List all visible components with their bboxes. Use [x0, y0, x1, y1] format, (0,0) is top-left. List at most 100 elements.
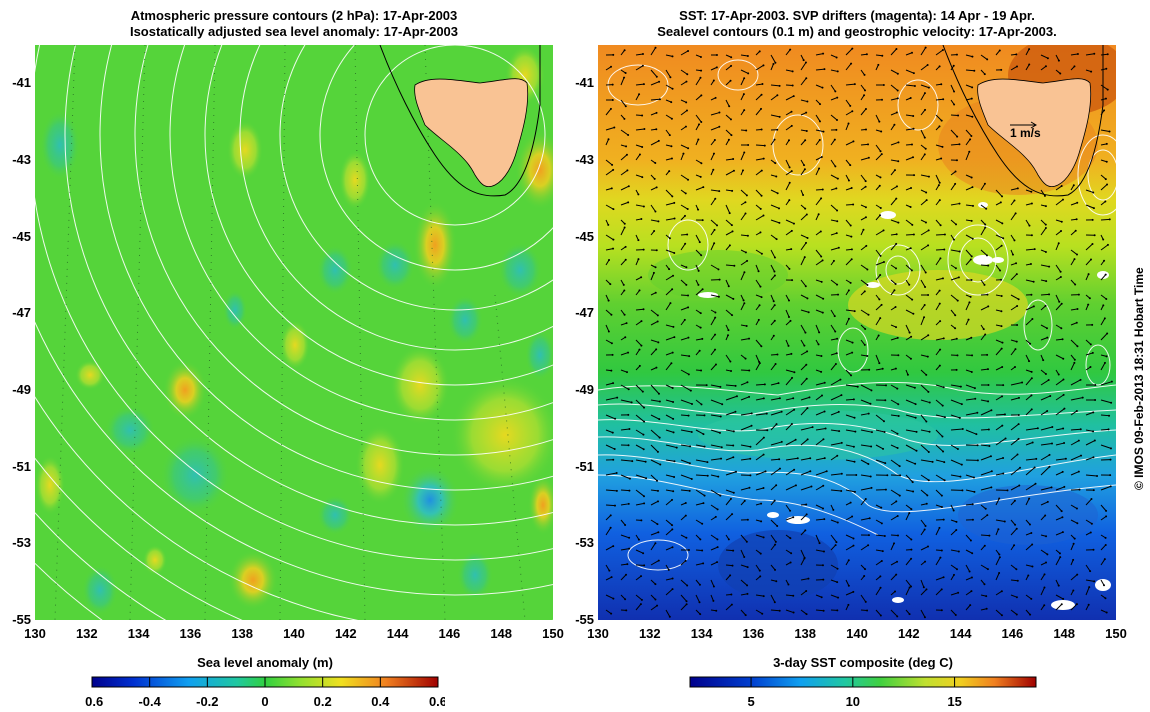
velocity-arrow-head — [955, 171, 957, 173]
velocity-arrow-head — [897, 447, 899, 449]
left_panel-colorbar-tick-label: 0.2 — [314, 694, 332, 709]
velocity-arrow-head — [803, 558, 805, 560]
velocity-arrow-head — [1029, 343, 1031, 345]
velocity-arrow — [756, 145, 765, 146]
velocity-arrow-head — [1106, 332, 1108, 334]
velocity-arrow-head — [955, 529, 957, 531]
velocity-arrow-head — [610, 613, 612, 615]
velocity-arrow-head — [1061, 185, 1063, 187]
velocity-arrow-head — [1015, 568, 1017, 570]
sst-map[interactable]: 1 m/s — [598, 45, 1116, 620]
velocity-arrow-head — [1103, 109, 1105, 111]
velocity-arrow-head — [822, 259, 824, 261]
velocity-arrow-head — [864, 344, 866, 346]
velocity-arrow-head — [743, 152, 745, 154]
velocity-arrow-head — [1105, 178, 1107, 180]
velocity-arrow-head — [884, 431, 886, 433]
velocity-arrow-head — [868, 369, 870, 371]
velocity-arrow-head — [669, 237, 671, 239]
velocity-arrow-head — [1063, 486, 1065, 488]
velocity-arrow-head — [897, 160, 899, 162]
velocity-arrow-head — [1048, 266, 1050, 268]
velocity-arrow-head — [642, 53, 644, 55]
velocity-arrow-head — [1063, 442, 1065, 444]
velocity-arrow-head — [823, 610, 825, 612]
velocity-arrow-head — [691, 431, 693, 433]
velocity-arrow-head — [1017, 580, 1019, 582]
velocity-arrow-head — [788, 139, 790, 141]
velocity-arrow-head — [1108, 428, 1110, 430]
velocity-arrow-head — [612, 545, 614, 547]
velocity-arrow-head — [864, 328, 866, 330]
velocity-arrow-head — [941, 609, 943, 611]
velocity-arrow-head — [1028, 225, 1030, 227]
velocity-arrow-head — [1030, 294, 1032, 296]
velocity-arrow-head — [685, 502, 687, 504]
velocity-arrow-head — [1076, 202, 1078, 204]
velocity-arrow-head — [775, 363, 777, 365]
velocity-arrow-head — [1017, 454, 1019, 456]
velocity-arrow-head — [923, 316, 925, 318]
velocity-arrow-head — [1072, 559, 1074, 561]
velocity-arrow-head — [924, 137, 926, 139]
velocity-arrow-head — [743, 302, 745, 304]
velocity-arrow-head — [882, 448, 884, 450]
sea-level-anomaly-map[interactable] — [35, 45, 553, 620]
velocity-arrow-head — [986, 514, 988, 516]
velocity-arrow-head — [924, 561, 926, 563]
velocity-arrow-head — [1018, 485, 1020, 487]
velocity-arrow-head — [655, 348, 657, 350]
velocity-arrow-head — [1074, 538, 1076, 540]
velocity-arrow-head — [638, 349, 640, 351]
velocity-arrow-head — [865, 180, 867, 182]
velocity-arrow-head — [671, 55, 673, 57]
velocity-arrow-head — [717, 546, 719, 548]
velocity-arrow-head — [1074, 359, 1076, 361]
velocity-arrow-head — [788, 316, 790, 318]
velocity-arrow-head — [999, 49, 1001, 51]
velocity-arrow-head — [653, 272, 655, 274]
velocity-arrow-head — [834, 331, 836, 333]
velocity-arrow-head — [698, 123, 700, 125]
velocity-arrow-head — [1045, 65, 1047, 67]
velocity-arrow-head — [804, 168, 806, 170]
velocity-arrow-head — [628, 503, 630, 505]
velocity-arrow-head — [836, 232, 838, 234]
velocity-arrow-head — [700, 312, 702, 314]
velocity-arrow-head — [672, 578, 674, 580]
velocity-arrow-head — [911, 299, 913, 301]
velocity-arrow-head — [915, 403, 917, 405]
velocity-arrow-head — [926, 503, 928, 505]
velocity-arrow-head — [1004, 520, 1006, 522]
velocity-arrow-head — [986, 608, 988, 610]
velocity-arrow-head — [717, 268, 719, 270]
velocity-arrow-head — [942, 49, 944, 51]
velocity-arrow-head — [734, 411, 736, 413]
velocity-arrow-head — [610, 314, 612, 316]
velocity-arrow-head — [970, 135, 972, 137]
velocity-arrow-head — [625, 259, 627, 261]
velocity-arrow-head — [762, 215, 764, 217]
velocity-arrow-head — [880, 150, 882, 152]
velocity-arrow-head — [865, 206, 867, 208]
velocity-arrow-head — [1018, 298, 1020, 300]
velocity-arrow-head — [654, 162, 656, 164]
velocity-arrow-head — [628, 490, 630, 492]
velocity-arrow-head — [760, 553, 762, 555]
velocity-arrow-head — [878, 121, 880, 123]
velocity-arrow-head — [716, 224, 718, 226]
velocity-arrow-head — [957, 114, 959, 116]
velocity-arrow-head — [925, 191, 927, 193]
velocity-arrow-head — [1088, 586, 1090, 588]
velocity-arrow-head — [924, 529, 926, 531]
velocity-arrow-head — [699, 584, 701, 586]
velocity-arrow-head — [760, 208, 762, 210]
velocity-arrow-head — [953, 103, 955, 105]
velocity-arrow-head — [729, 360, 731, 362]
velocity-arrow-head — [730, 498, 732, 500]
velocity-arrow-head — [1032, 441, 1034, 443]
velocity-arrow-head — [879, 317, 881, 319]
velocity-arrow-head — [791, 111, 793, 113]
velocity-arrow-head — [1105, 98, 1107, 100]
velocity-arrow-head — [928, 451, 930, 453]
